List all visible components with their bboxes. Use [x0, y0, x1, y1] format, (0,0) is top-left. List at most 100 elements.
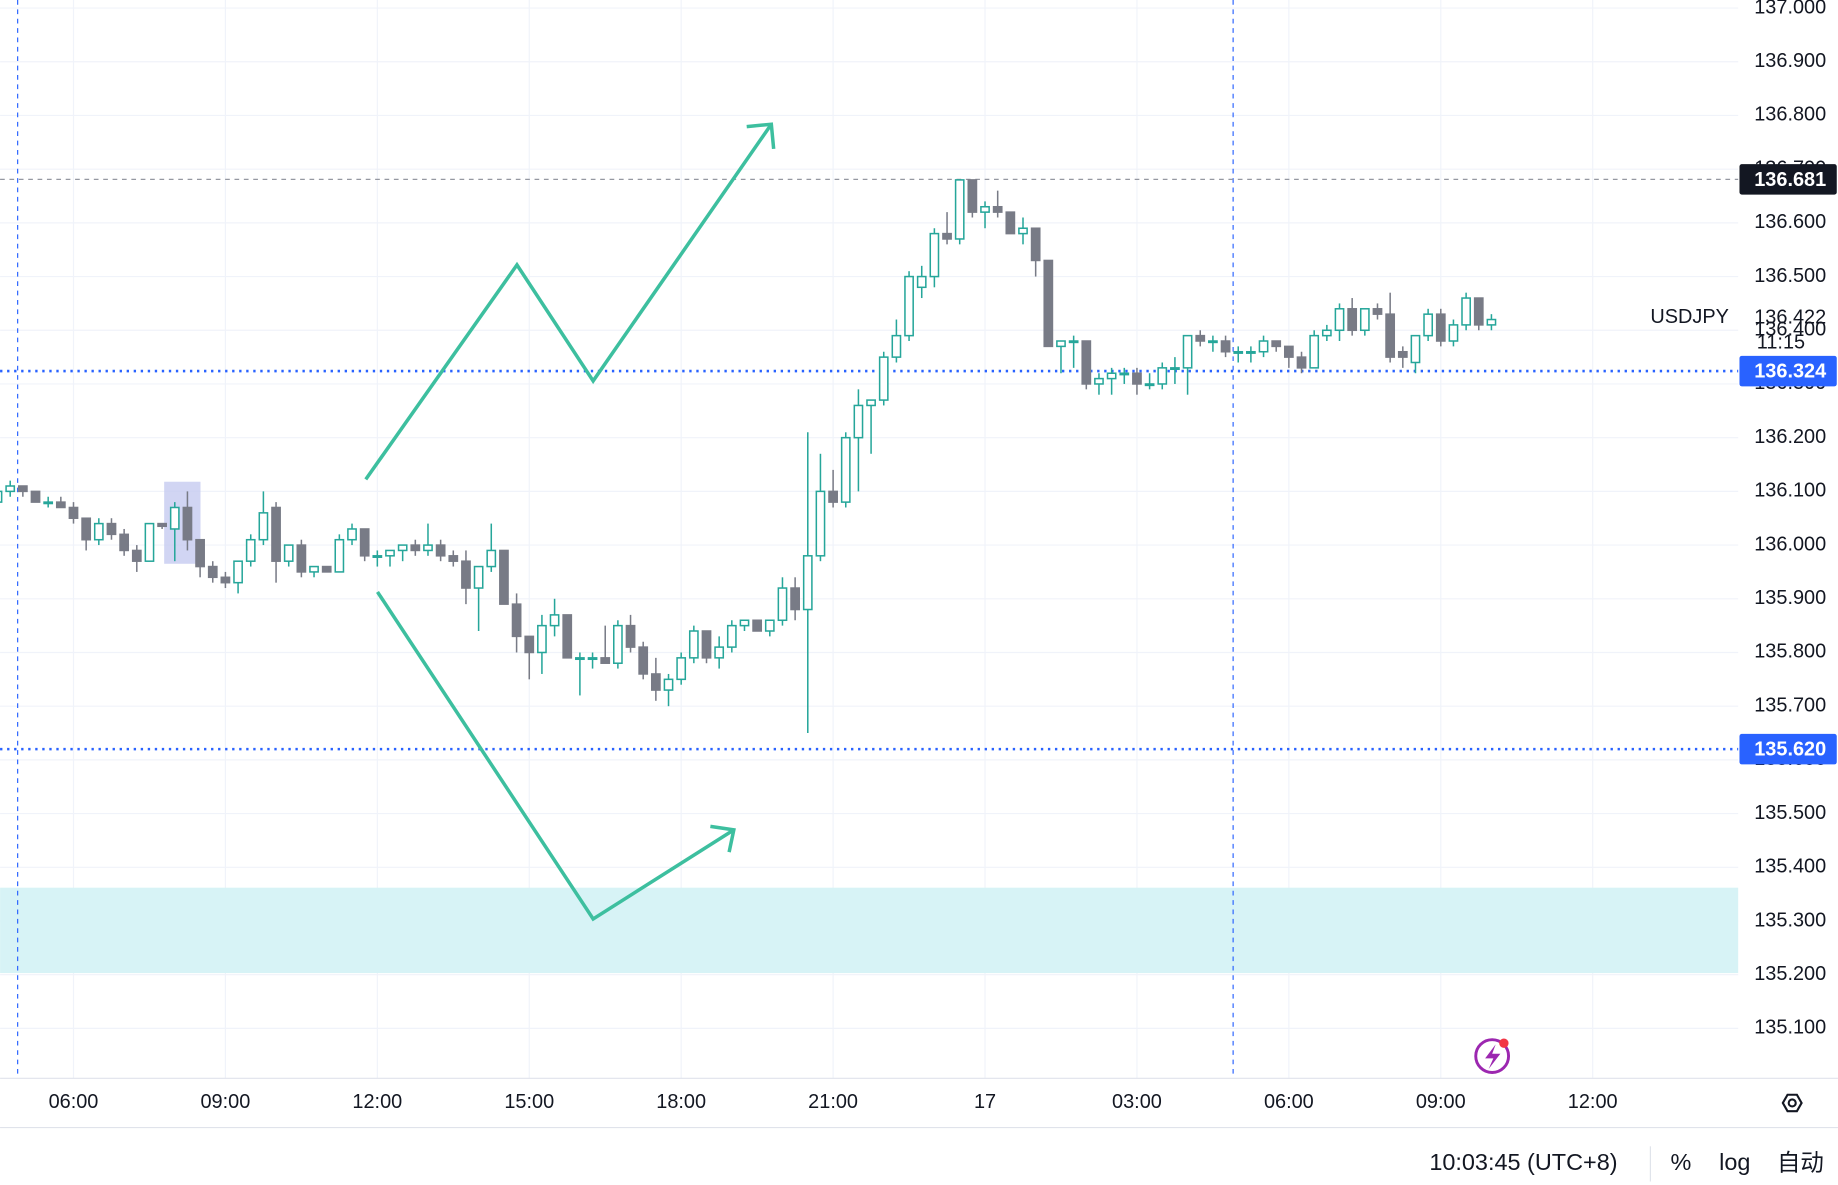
candle-body: [372, 555, 383, 558]
log-toggle[interactable]: log: [1719, 1149, 1750, 1175]
x-tick-label: 03:00: [1112, 1091, 1162, 1113]
candle-body: [1359, 308, 1370, 332]
clock[interactable]: 10:03:45 (UTC+8): [1429, 1149, 1617, 1175]
candle-body: [258, 512, 269, 541]
x-tick-label: 15:00: [504, 1091, 554, 1113]
price-tag: [1739, 355, 1837, 387]
zone-layer: [0, 887, 1739, 974]
candle-body: [954, 179, 965, 240]
candle-body: [1372, 308, 1383, 315]
candle-body: [486, 549, 497, 568]
candle-body: [790, 587, 801, 611]
candle-body: [967, 179, 978, 213]
price-tag-label: 136.681: [1754, 169, 1826, 191]
candle-body: [638, 646, 649, 675]
x-tick-label: 06:00: [49, 1091, 99, 1113]
candle-body: [752, 619, 763, 632]
candle-body: [5, 485, 16, 493]
y-tick-label: 136.000: [1754, 533, 1826, 555]
y-tick-label: 135.700: [1754, 694, 1826, 716]
candle-body: [220, 576, 231, 584]
candle-body: [1182, 334, 1193, 369]
candle-body: [1296, 356, 1307, 369]
candle-body: [245, 538, 256, 562]
y-tick-label: 136.900: [1754, 50, 1826, 72]
candle-body: [916, 275, 927, 289]
y-tick-label: 135.100: [1754, 1017, 1826, 1039]
candle-body: [1271, 340, 1282, 348]
y-tick-label: 136.800: [1754, 104, 1826, 126]
candle-body: [1410, 334, 1421, 364]
candle-body: [1195, 334, 1206, 342]
candle-body: [385, 549, 395, 557]
candle-body: [423, 544, 433, 552]
candle-body: [676, 657, 687, 681]
y-tick-label: 136.500: [1754, 265, 1826, 287]
candle-body: [764, 619, 775, 632]
candle-body: [17, 485, 28, 493]
candle-body: [942, 232, 952, 240]
candle-body: [435, 544, 446, 557]
candle-body: [207, 565, 218, 579]
candle-body: [30, 490, 41, 503]
arrow-head: [710, 824, 736, 853]
candle-body: [1081, 340, 1092, 385]
candle-body: [828, 490, 838, 503]
candle-body: [0, 490, 3, 503]
candle-body: [777, 587, 788, 622]
candle-body: [106, 522, 117, 536]
x-tick-label: 17: [974, 1091, 996, 1113]
candle-body: [929, 232, 940, 278]
candle-body: [1334, 308, 1345, 332]
candle-body: [1321, 329, 1332, 337]
candle-body: [1005, 211, 1016, 235]
arrow-down-path: [376, 590, 735, 922]
candle-body: [144, 522, 155, 562]
candle-body: [119, 533, 130, 552]
settings-icon[interactable]: [1781, 1093, 1803, 1113]
alert-icon[interactable]: [1474, 1038, 1511, 1074]
price-tag-label: 136.324: [1754, 361, 1826, 383]
gear: [1781, 1093, 1803, 1113]
candle-body: [688, 630, 699, 659]
x-axis: 06:00 09:00 12:00 15:00 18:00 21:00 17 03:00 06:…: [49, 1091, 1618, 1113]
price-labels: 136.422 136.681 136.324 135.620: [1739, 164, 1837, 765]
y-tick-label: 135.300: [1754, 909, 1826, 931]
candle-body: [461, 560, 471, 589]
candle-body: [182, 506, 193, 541]
x-tick-label: 09:00: [1416, 1091, 1466, 1113]
candle-body: [321, 565, 332, 573]
drawing-arrows: [364, 122, 776, 922]
last-price-label: 136.422: [1754, 307, 1826, 329]
candle-body: [1043, 259, 1054, 348]
candle-body: [739, 619, 750, 627]
candle-body: [726, 624, 737, 648]
candle-body: [1132, 372, 1142, 385]
price-tag: [1739, 733, 1837, 765]
candle-body: [499, 549, 509, 605]
candle-body: [1208, 340, 1218, 344]
candle-body: [992, 205, 1003, 213]
candle-body: [1170, 367, 1180, 371]
candle-body: [537, 624, 547, 654]
y-tick-label: 135.400: [1754, 856, 1826, 878]
auto-toggle[interactable]: 自动: [1777, 1148, 1824, 1176]
x-tick-label: 12:00: [352, 1091, 402, 1113]
candle-body: [283, 544, 294, 562]
candle-body: [309, 565, 319, 573]
y-tick-label: 136.200: [1754, 426, 1826, 448]
candle-body: [714, 646, 725, 659]
alert-dot: [1499, 1038, 1509, 1048]
candle-body: [840, 436, 851, 503]
candle-body: [1461, 297, 1471, 326]
candle-body: [1435, 313, 1446, 342]
candle-body: [1486, 318, 1497, 326]
candle-body: [131, 549, 142, 562]
candle-body: [1473, 297, 1484, 326]
percent-toggle[interactable]: %: [1670, 1149, 1691, 1175]
x-tick-label: 06:00: [1264, 1091, 1314, 1113]
candle-body: [296, 544, 307, 573]
